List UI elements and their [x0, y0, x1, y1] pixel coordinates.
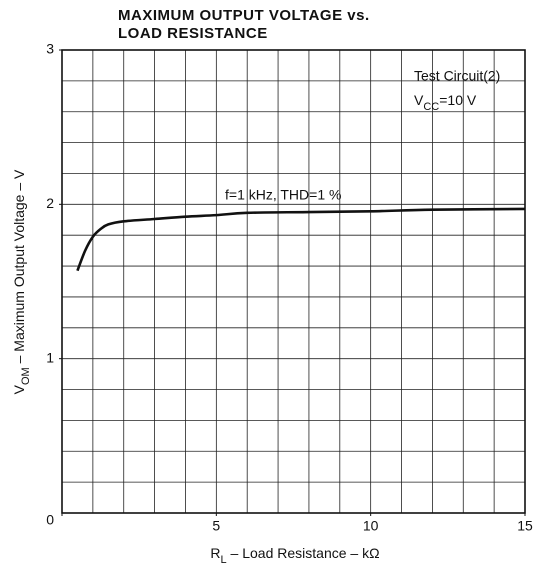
- annotation: VCC=10 V: [414, 92, 477, 113]
- x-tick-label: 0: [46, 512, 54, 528]
- y-tick-label: 3: [46, 41, 54, 57]
- x-axis-label: RL – Load Resistance – kΩ: [210, 545, 379, 566]
- annotation-part: CC: [423, 101, 439, 113]
- y-axis-label: VOM – Maximum Output Voltage – V: [11, 169, 32, 394]
- annotation-part: =10 V: [439, 92, 477, 108]
- y-tick-label: 1: [46, 349, 54, 365]
- x-tick-label: 5: [212, 518, 220, 534]
- x-tick-label: 10: [363, 518, 379, 534]
- annotation: Test Circuit(2): [414, 68, 500, 84]
- annotation: f=1 kHz, THD=1 %: [225, 187, 341, 203]
- x-tick-label: 15: [517, 518, 533, 534]
- y-tick-label: 2: [46, 195, 54, 211]
- chart-title: MAXIMUM OUTPUT VOLTAGE vs.: [118, 7, 370, 24]
- curve: [76, 207, 526, 272]
- annotation-part: V: [414, 92, 424, 108]
- chart-title: LOAD RESISTANCE: [118, 25, 268, 42]
- plot-frame: [61, 49, 526, 514]
